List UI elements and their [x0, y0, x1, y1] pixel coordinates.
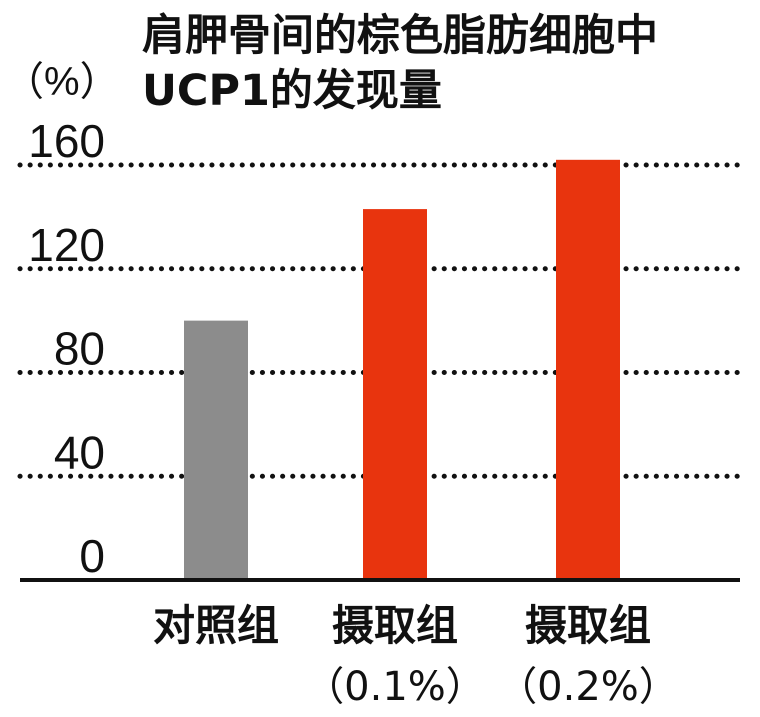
y-tick-label: 120 — [28, 219, 105, 271]
bar — [556, 159, 620, 580]
chart-title-line-1: 肩胛骨间的棕色脂肪细胞中 — [142, 11, 658, 61]
y-tick-label: 80 — [54, 323, 105, 375]
chart-title-line-2: UCP1的发现量 — [142, 66, 442, 116]
category-label: 摄取组 — [332, 601, 458, 650]
y-tick-labels: 0 40 80 120 160 — [28, 115, 105, 582]
y-axis-unit: （%） — [4, 60, 120, 104]
y-tick-label: 0 — [79, 530, 105, 582]
bar — [363, 209, 427, 580]
gridlines — [17, 162, 745, 479]
category-label: 对照组 — [153, 601, 279, 650]
y-tick-label: 40 — [54, 426, 105, 478]
x-category-labels: 对照组 摄取组 （0.1%） 摄取组 （0.2%） — [153, 601, 679, 710]
category-sublabel: （0.2%） — [497, 664, 679, 710]
bars — [184, 159, 620, 580]
y-tick-label: 160 — [28, 115, 105, 167]
category-label: 摄取组 — [525, 601, 651, 650]
bar — [184, 320, 248, 580]
category-sublabel: （0.1%） — [304, 664, 486, 710]
